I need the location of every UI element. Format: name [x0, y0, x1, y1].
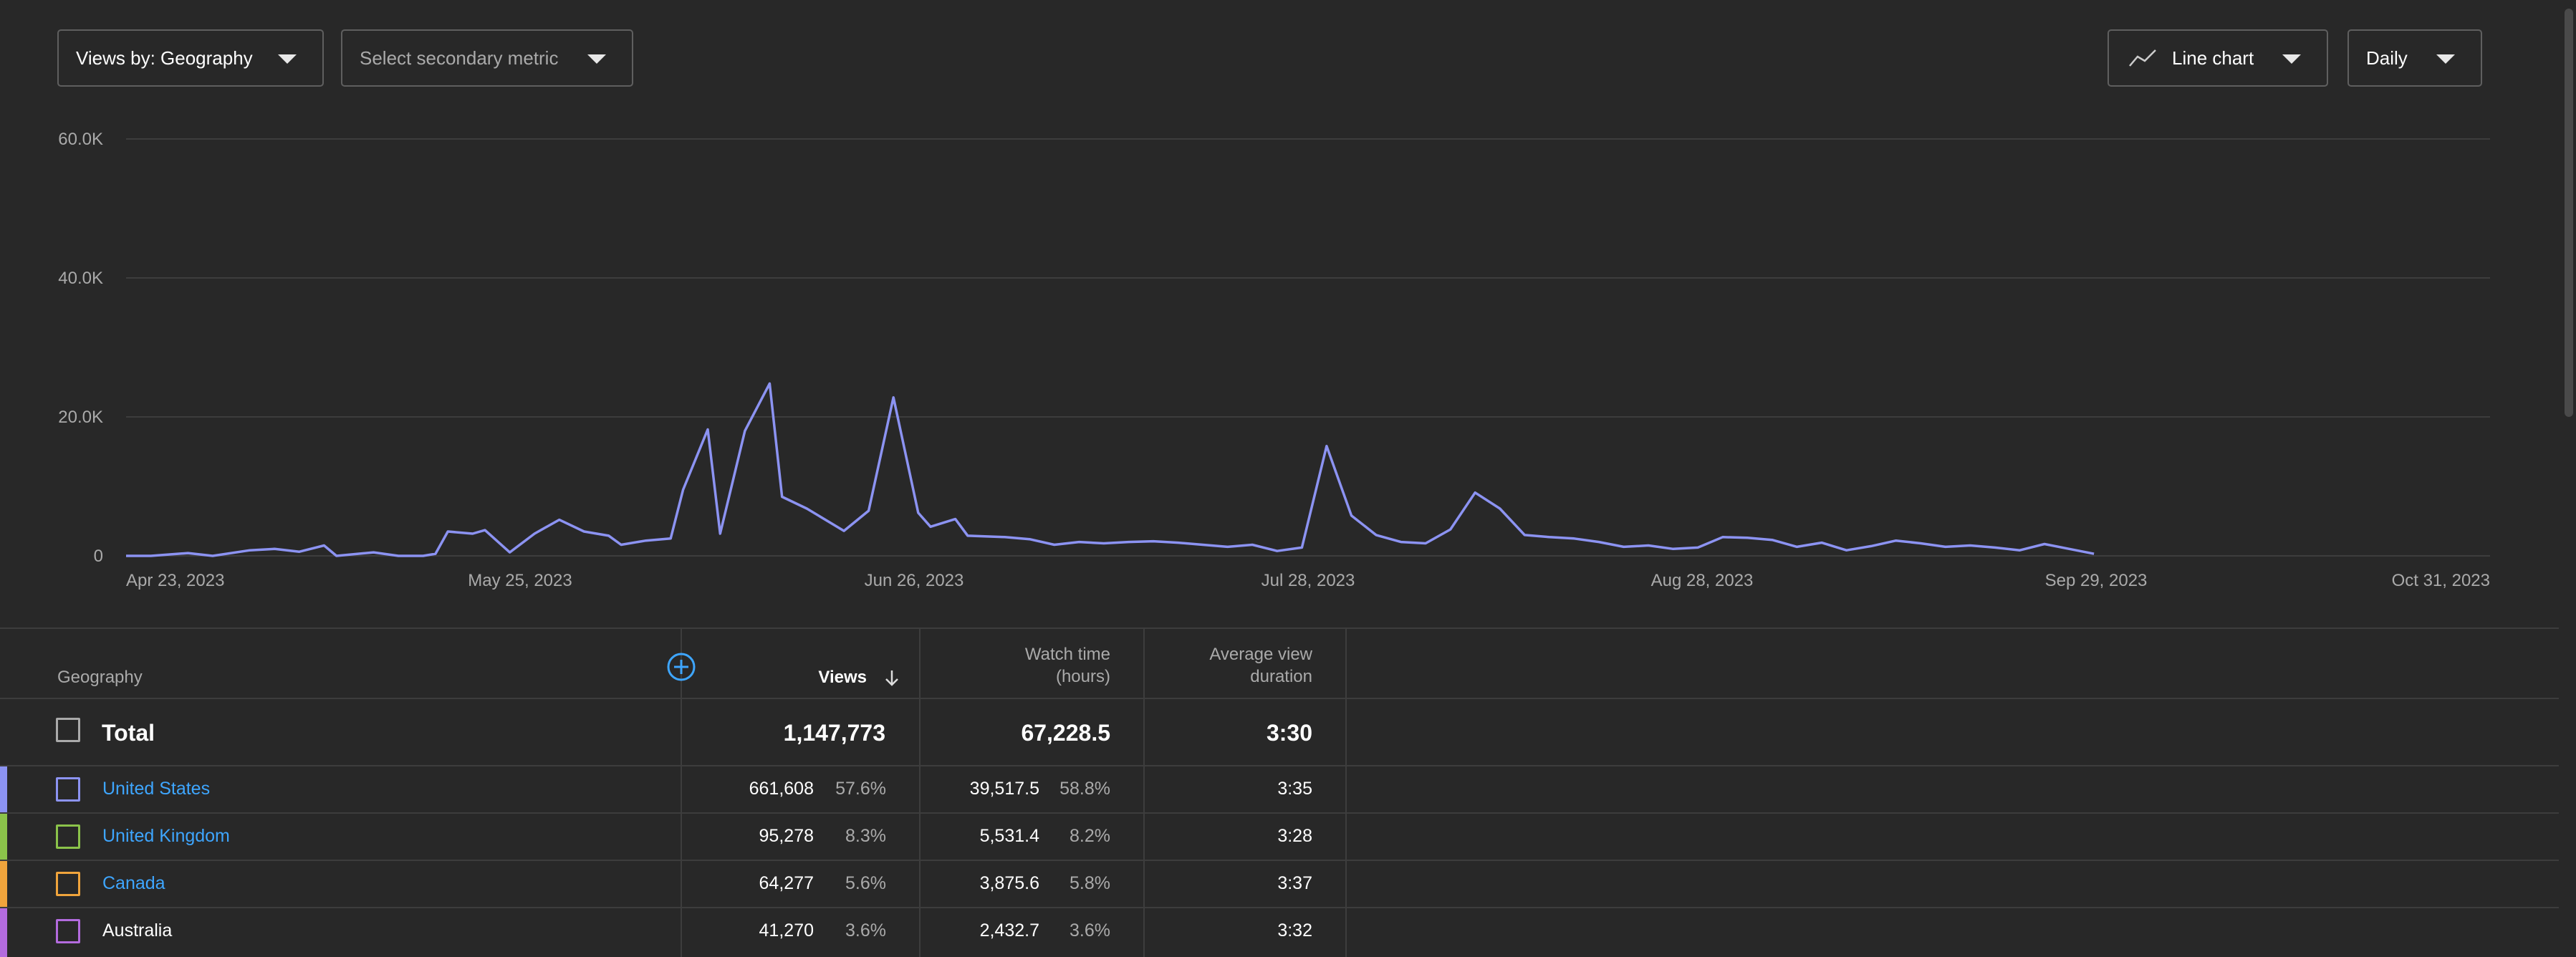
scrollbar-thumb[interactable] [2565, 9, 2573, 417]
country-views-pct: 8.3% [845, 826, 886, 846]
chart-grid [126, 138, 2490, 557]
total-views: 1,147,773 [783, 720, 885, 746]
country-views: 95,278 [759, 826, 814, 846]
y-tick-label: 60.0K [58, 130, 103, 149]
total-checkbox[interactable] [56, 718, 80, 742]
row-divider [0, 860, 2559, 861]
chevron-down-icon [2282, 54, 2301, 64]
secondary-metric-label: Select secondary metric [360, 47, 559, 69]
avg-duration-header[interactable]: Average view duration [1153, 643, 1312, 688]
x-tick-label: Jul 28, 2023 [1261, 571, 1355, 590]
geography-table: Geography Views Watch time (hours) Avera… [0, 627, 2559, 957]
avg-duration-header-line2: duration [1250, 667, 1312, 686]
country-views-pct: 3.6% [845, 920, 886, 941]
period-dropdown[interactable]: Daily [2347, 29, 2482, 87]
x-tick-label: Apr 23, 2023 [126, 571, 224, 590]
watch-time-header-line2: (hours) [1055, 667, 1110, 686]
country-views: 64,277 [759, 873, 814, 893]
country-views-pct: 57.6% [835, 779, 886, 799]
country-avg-duration: 3:28 [1277, 826, 1312, 846]
country-name[interactable]: United Kingdom [102, 826, 230, 846]
period-label: Daily [2366, 47, 2408, 69]
avg-duration-header-line1: Average view [1209, 645, 1312, 664]
add-metric-icon[interactable] [666, 652, 696, 682]
country-name[interactable]: Canada [102, 873, 165, 893]
row-checkbox[interactable] [56, 872, 80, 896]
country-watch-pct: 58.8% [1059, 779, 1110, 799]
page-scrollbar[interactable] [2560, 0, 2576, 957]
row-checkbox[interactable] [56, 777, 80, 802]
row-divider [0, 907, 2559, 908]
total-watch-time: 67,228.5 [1021, 720, 1110, 746]
series-line [126, 382, 2095, 557]
series-color-bar [0, 814, 7, 860]
row-divider [0, 812, 2559, 814]
secondary-metric-dropdown[interactable]: Select secondary metric [341, 29, 633, 87]
column-separator [681, 627, 682, 957]
y-tick-label: 40.0K [58, 269, 103, 288]
geography-header: Geography [57, 668, 143, 687]
row-divider [0, 698, 2559, 699]
country-watch-time: 39,517.5 [969, 779, 1039, 799]
country-views: 41,270 [759, 920, 814, 941]
country-watch-time: 5,531.4 [979, 826, 1039, 846]
country-name: Australia [102, 920, 173, 941]
line-chart-icon [2129, 49, 2156, 67]
views-by-label: Views by: Geography [76, 47, 253, 69]
chevron-down-icon [2436, 54, 2455, 64]
column-separator [1345, 627, 1347, 957]
views-line-chart: 0 20.0K 40.0K 60.0K Apr 23, 2023 May 25, 202… [58, 130, 2490, 590]
watch-time-header[interactable]: Watch time (hours) [931, 643, 1110, 688]
y-axis-ticks: 0 20.0K 40.0K 60.0K [58, 130, 103, 566]
country-watch-time: 2,432.7 [979, 920, 1039, 941]
chart-lines [126, 382, 2095, 557]
country-avg-duration: 3:32 [1277, 920, 1312, 941]
x-axis-ticks: Apr 23, 2023 May 25, 2023 Jun 26, 2023 Jul … [126, 571, 2490, 590]
x-tick-label: May 25, 2023 [468, 571, 572, 590]
total-avg-duration: 3:30 [1266, 720, 1312, 746]
row-divider [0, 765, 2559, 766]
arrow-down-icon [885, 670, 898, 686]
country-watch-pct: 3.6% [1070, 920, 1110, 941]
chart-type-dropdown[interactable]: Line chart [2108, 29, 2328, 87]
series-color-bar [0, 861, 7, 907]
country-avg-duration: 3:35 [1277, 779, 1312, 799]
views-header: Views [818, 668, 867, 687]
column-separator [919, 627, 921, 957]
series-color-bar [0, 908, 7, 957]
views-header-sort[interactable]: Views [759, 666, 903, 688]
country-watch-time: 3,875.6 [979, 873, 1039, 893]
views-by-dropdown[interactable]: Views by: Geography [57, 29, 324, 87]
chart-type-label: Line chart [2172, 47, 2254, 69]
watch-time-header-line1: Watch time [1024, 645, 1110, 664]
country-views-pct: 5.6% [845, 873, 886, 893]
country-name[interactable]: United States [102, 779, 211, 799]
x-tick-label: Sep 29, 2023 [2045, 571, 2148, 590]
total-label: Total [102, 720, 155, 746]
x-tick-label: Jun 26, 2023 [865, 571, 964, 590]
row-checkbox[interactable] [56, 824, 80, 849]
country-watch-pct: 5.8% [1070, 873, 1110, 893]
country-watch-pct: 8.2% [1070, 826, 1110, 846]
row-checkbox[interactable] [56, 919, 80, 943]
y-tick-label: 20.0K [58, 408, 103, 427]
chevron-down-icon [587, 54, 606, 64]
x-tick-label: Oct 31, 2023 [2392, 571, 2490, 590]
series-color-bar [0, 766, 7, 812]
table-divider [0, 627, 2559, 629]
chevron-down-icon [278, 54, 297, 64]
country-views: 661,608 [749, 779, 814, 799]
y-tick-label: 0 [94, 547, 103, 566]
x-tick-label: Aug 28, 2023 [1651, 571, 1754, 590]
country-avg-duration: 3:37 [1277, 873, 1312, 893]
column-separator [1143, 627, 1145, 957]
